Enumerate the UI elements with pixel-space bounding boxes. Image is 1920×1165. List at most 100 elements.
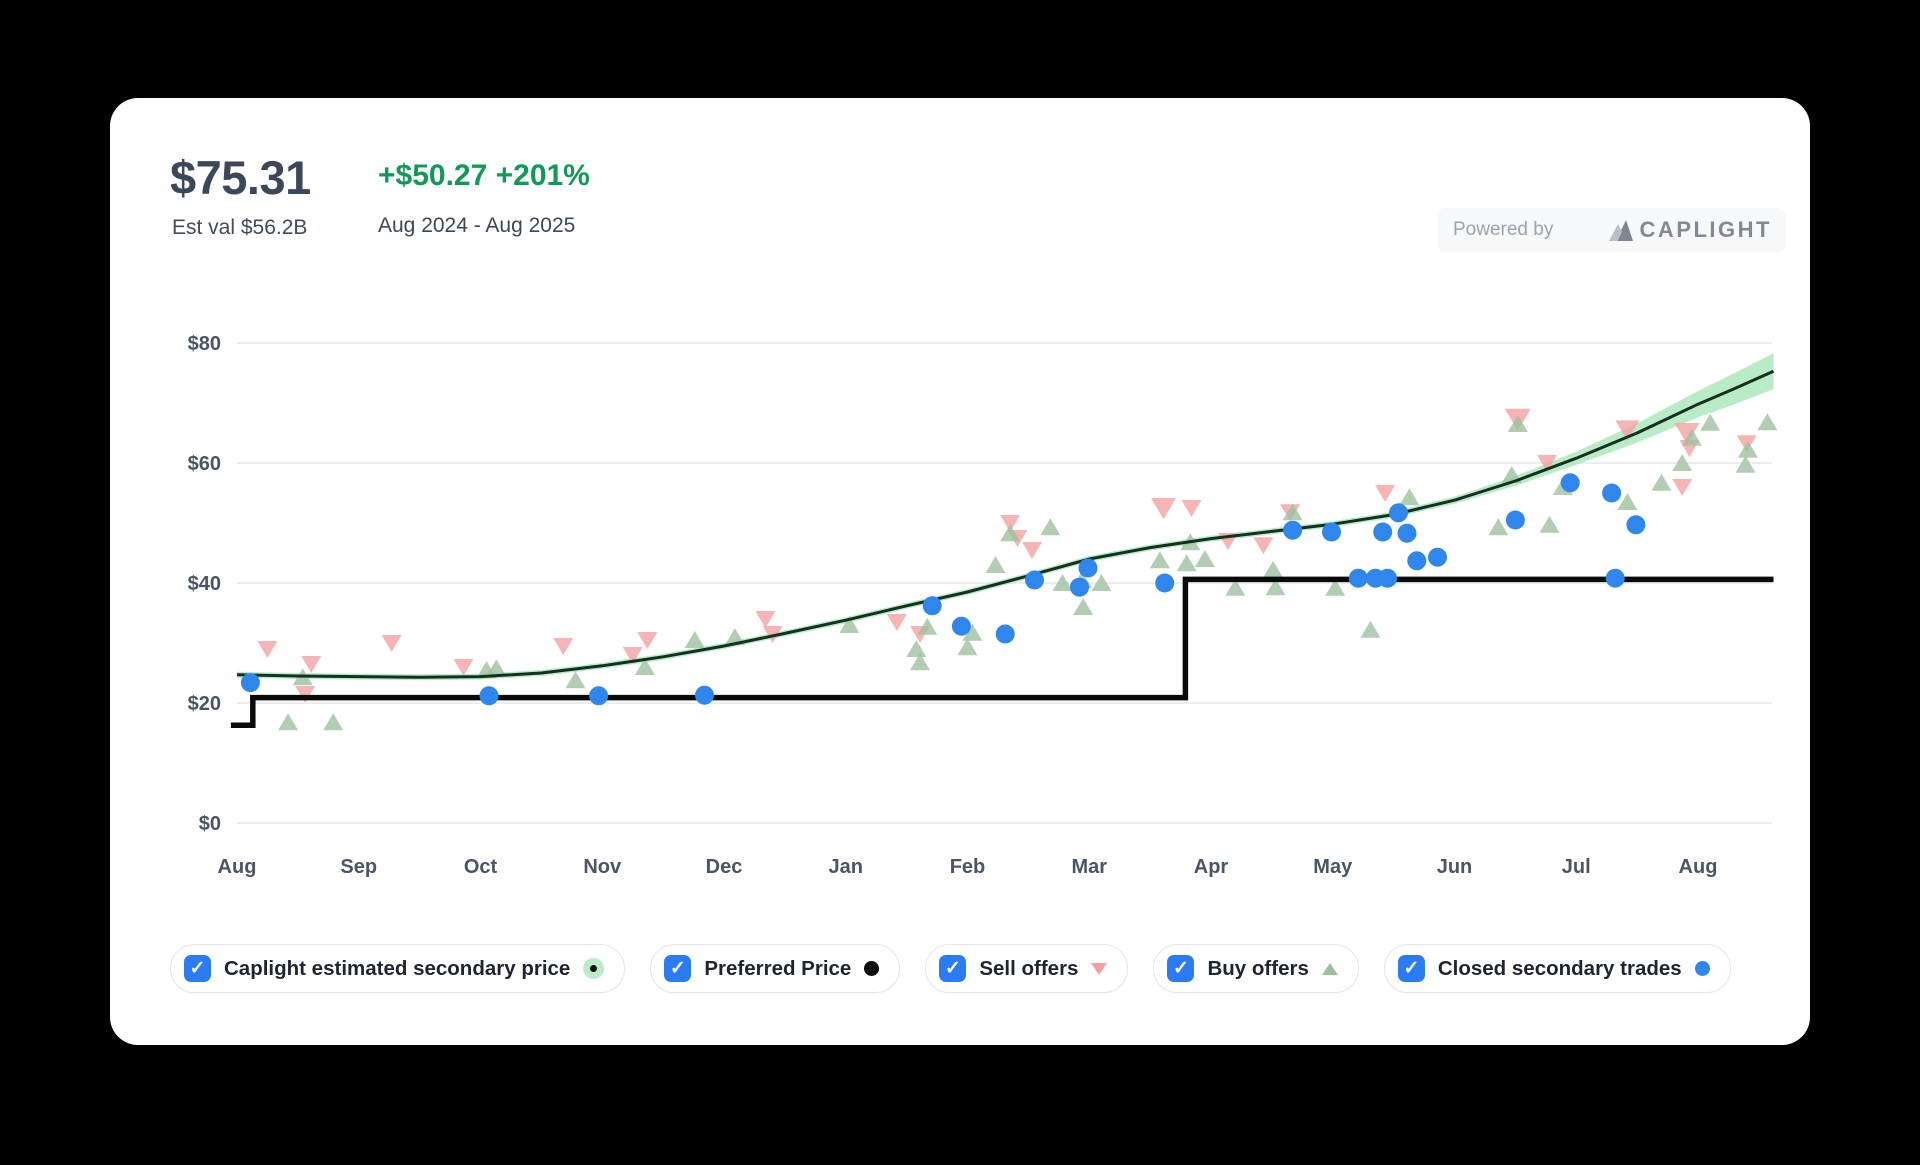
trade-marker	[995, 624, 1015, 644]
offer-marker	[1282, 503, 1303, 521]
offer-marker	[1672, 479, 1693, 496]
legend-label: Caplight estimated secondary price	[224, 956, 571, 980]
offer-marker	[1263, 560, 1284, 578]
offer-marker	[1672, 454, 1693, 471]
offer-marker	[1681, 428, 1702, 446]
offer-marker	[634, 658, 655, 675]
x-axis-label: Feb	[950, 856, 986, 878]
preferred-price-line	[230, 576, 1774, 728]
offer-marker	[1181, 500, 1202, 517]
trade-marker	[589, 686, 609, 706]
current-price: $75.31	[170, 151, 311, 204]
offer-marker	[381, 635, 402, 652]
offer-marker	[1000, 524, 1021, 542]
offer-marker	[1022, 542, 1043, 559]
offer-marker	[637, 632, 658, 649]
sell-offers-checkbox[interactable]: ✓	[939, 955, 967, 982]
y-axis-label: $20	[188, 693, 221, 715]
price-change: +$50.27 +201%	[378, 159, 590, 192]
offer-marker	[1040, 518, 1061, 536]
legend-pill-closed-trades[interactable]: ✓ Closed secondary trades	[1383, 944, 1731, 993]
caplight-wordmark: CAPLIGHT	[1639, 217, 1772, 242]
legend-pill-preferred-price[interactable]: ✓ Preferred Price	[650, 944, 901, 993]
legend-label: Sell offers	[979, 956, 1079, 980]
offer-marker	[1253, 537, 1274, 555]
trade-marker	[1389, 503, 1408, 523]
offer-marker	[684, 631, 705, 648]
trade-marker	[1505, 510, 1525, 530]
grid-lines: $80 $60 $40 $20 $0	[188, 333, 1772, 835]
date-range: Aug 2024 - Aug 2025	[378, 214, 576, 237]
offer-marker	[1000, 515, 1021, 532]
offer-marker	[886, 614, 907, 631]
legend-pill-sell-offers[interactable]: ✓ Sell offers	[925, 944, 1129, 993]
trade-marker	[1605, 568, 1625, 588]
offer-marker	[1151, 498, 1177, 520]
offer-marker	[1737, 440, 1758, 458]
trade-marker	[1602, 483, 1622, 503]
trade-marker	[1407, 551, 1427, 571]
x-axis-label: Nov	[583, 856, 622, 878]
offer-marker	[565, 671, 586, 689]
offer-marker	[1615, 420, 1640, 441]
estimated-valuation: Est val $56.2B	[172, 216, 308, 239]
offer-marker	[323, 713, 344, 731]
offer-marker	[755, 611, 776, 628]
offer-marker	[1674, 423, 1700, 445]
x-axis-label: Jun	[1437, 856, 1473, 878]
offer-marker	[1537, 455, 1558, 472]
x-axis-label: Apr	[1194, 856, 1229, 878]
offer-marker	[1073, 598, 1094, 615]
buy-offers-checkbox[interactable]: ✓	[1167, 955, 1195, 982]
trade-marker	[1428, 547, 1447, 567]
chart-legend: ✓ Caplight estimated secondary price ✓ P…	[170, 944, 1731, 993]
legend-pill-estimated-price[interactable]: ✓ Caplight estimated secondary price	[170, 944, 626, 993]
trade-marker	[695, 685, 714, 705]
offer-marker	[453, 659, 474, 676]
offer-marker	[1501, 466, 1522, 483]
x-axis-label: Oct	[464, 856, 498, 878]
trade-marker	[922, 596, 942, 616]
trade-marker	[1070, 577, 1089, 597]
offer-marker	[962, 623, 983, 641]
x-axis-label: Mar	[1071, 856, 1107, 878]
trade-marker	[479, 686, 499, 706]
trade-marker	[1560, 473, 1580, 493]
offer-marker	[910, 653, 931, 671]
trade-marker	[951, 616, 971, 636]
preferred-price-marker-icon	[864, 961, 880, 976]
trade-marker	[1322, 522, 1341, 542]
estimated-price-checkbox[interactable]: ✓	[184, 955, 211, 982]
trade-marker	[240, 673, 260, 693]
offer-marker	[1651, 473, 1672, 491]
sell-offers-marker-icon	[1091, 962, 1108, 975]
offer-marker	[957, 638, 978, 656]
sell-offers-points	[257, 408, 1757, 703]
legend-label: Closed secondary trades	[1437, 956, 1682, 980]
caplight-logo-icon	[1608, 219, 1633, 241]
offer-marker	[1225, 578, 1246, 596]
trade-marker	[1373, 522, 1393, 542]
offer-marker	[486, 659, 507, 677]
offer-marker	[1325, 578, 1346, 596]
chart-card: $75.31 Est val $56.2B +$50.27 +201% Aug …	[110, 98, 1810, 1045]
offer-marker	[1488, 518, 1509, 536]
offer-marker	[257, 641, 278, 658]
offer-marker	[1091, 574, 1112, 591]
x-axis-labels: Aug Sep Oct Nov Dec Jan Feb Mar Apr May Jun Jul Aug	[218, 856, 1718, 878]
offer-marker	[1052, 574, 1073, 591]
trade-marker	[1397, 523, 1417, 543]
x-axis-label: Aug	[218, 856, 257, 878]
offer-marker	[278, 713, 299, 731]
offer-marker	[724, 628, 745, 645]
offer-marker	[1700, 413, 1721, 431]
closed-trades-checkbox[interactable]: ✓	[1397, 955, 1425, 982]
x-axis-label: Jan	[829, 856, 863, 878]
offer-marker	[1149, 551, 1170, 569]
y-axis-label: $80	[188, 333, 221, 355]
legend-pill-buy-offers[interactable]: ✓ Buy offers	[1153, 944, 1359, 993]
x-axis-label: Dec	[706, 856, 743, 878]
estimated-price-marker-icon	[583, 958, 605, 979]
preferred-price-checkbox[interactable]: ✓	[664, 955, 692, 982]
closed-trades-marker-icon	[1694, 961, 1710, 976]
